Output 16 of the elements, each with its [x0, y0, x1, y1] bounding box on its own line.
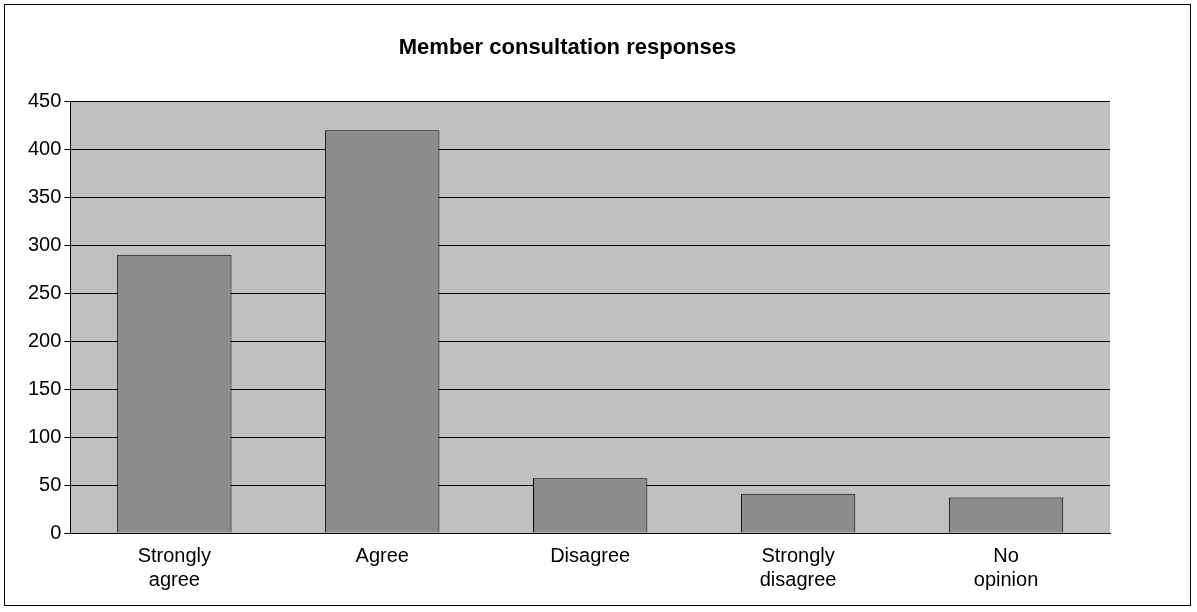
y-tick-label: 100	[27, 424, 62, 447]
y-tick-label: 250	[27, 280, 62, 303]
chart-title: Member consultation responses	[398, 34, 737, 60]
y-tick-label: 0	[50, 520, 62, 543]
y-tick-label: 50	[39, 472, 62, 495]
x-tick-label: Strongly disagree	[759, 543, 837, 590]
x-tick-label: No opinion	[973, 543, 1039, 590]
x-tick-label: Disagree	[550, 543, 631, 566]
x-tick-label: Agree	[355, 543, 409, 566]
x-tick-label: Strongly agree	[137, 543, 212, 590]
y-tick-label: 400	[27, 136, 62, 159]
y-tick-label: 350	[27, 184, 62, 207]
y-tick-label: 450	[27, 88, 62, 111]
y-tick-label: 150	[27, 376, 62, 399]
y-tick-label: 300	[27, 232, 62, 255]
y-tick-label: 200	[27, 328, 62, 351]
